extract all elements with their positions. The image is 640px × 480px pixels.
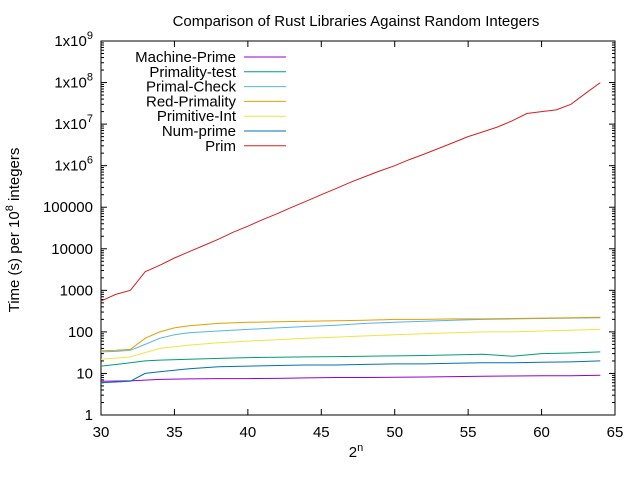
x-axis-title-exponent: n bbox=[357, 442, 363, 454]
y-tick-label: 100 bbox=[68, 324, 93, 341]
series-line-red-primality bbox=[100, 316, 601, 352]
series-line-num-prime bbox=[100, 360, 601, 384]
x-tick-label: 55 bbox=[460, 424, 477, 441]
series-line-machine-prime bbox=[100, 374, 601, 382]
series-line-primitive-int bbox=[100, 328, 601, 360]
y-tick-label: 100000 bbox=[43, 199, 93, 216]
y-tick-label: 10 bbox=[76, 365, 93, 382]
x-tick-label: 65 bbox=[607, 424, 624, 441]
series-lines bbox=[100, 82, 601, 384]
legend-label: Num-prime bbox=[162, 123, 236, 140]
series-line-primality-test bbox=[100, 351, 601, 367]
plot-frame bbox=[100, 40, 616, 416]
x-axis-title-base: 2 bbox=[349, 444, 357, 461]
y-tick-label: 1x109 bbox=[54, 30, 93, 50]
y-axis-title-base: Time (s) per 10 bbox=[6, 211, 23, 312]
y-axis-title-exponent: 8 bbox=[4, 205, 16, 211]
legend: Machine-PrimePrimality-testPrimal-CheckR… bbox=[135, 49, 286, 155]
y-axis-ticks: 1 10 100 1000 10000 100000 1x106 1x107 1x108 1x10… bbox=[43, 30, 615, 424]
y-tick-label: 1x107 bbox=[54, 113, 93, 133]
legend-label: Red-Primality bbox=[146, 93, 237, 110]
x-tick-label: 30 bbox=[93, 424, 110, 441]
chart-title: Comparison of Rust Libraries Against Ran… bbox=[173, 13, 540, 30]
y-tick-label: 10000 bbox=[51, 241, 93, 258]
x-tick-label: 40 bbox=[240, 424, 257, 441]
legend-label: Primal-Check bbox=[146, 79, 237, 96]
x-axis-title: 2n bbox=[349, 442, 363, 461]
x-axis-ticks: 30 35 40 45 50 55 60 65 bbox=[93, 41, 624, 441]
y-tick-label: 1x106 bbox=[54, 155, 93, 175]
series-line-prim bbox=[100, 82, 601, 302]
legend-label: Primality-test bbox=[149, 64, 237, 81]
y-tick-label: 1 bbox=[85, 407, 93, 424]
x-tick-label: 60 bbox=[533, 424, 550, 441]
y-tick-label: 1x108 bbox=[54, 72, 93, 92]
x-tick-label: 35 bbox=[166, 424, 183, 441]
y-axis-title-suffix: integers bbox=[6, 148, 23, 206]
legend-label: Prim bbox=[205, 138, 236, 155]
legend-label: Primitive-Int bbox=[157, 108, 237, 125]
legend-label: Machine-Prime bbox=[135, 49, 236, 66]
x-tick-label: 45 bbox=[313, 424, 330, 441]
y-tick-label: 1000 bbox=[60, 282, 93, 299]
x-tick-label: 50 bbox=[386, 424, 403, 441]
y-axis-title: Time (s) per 108 integers bbox=[4, 148, 23, 313]
